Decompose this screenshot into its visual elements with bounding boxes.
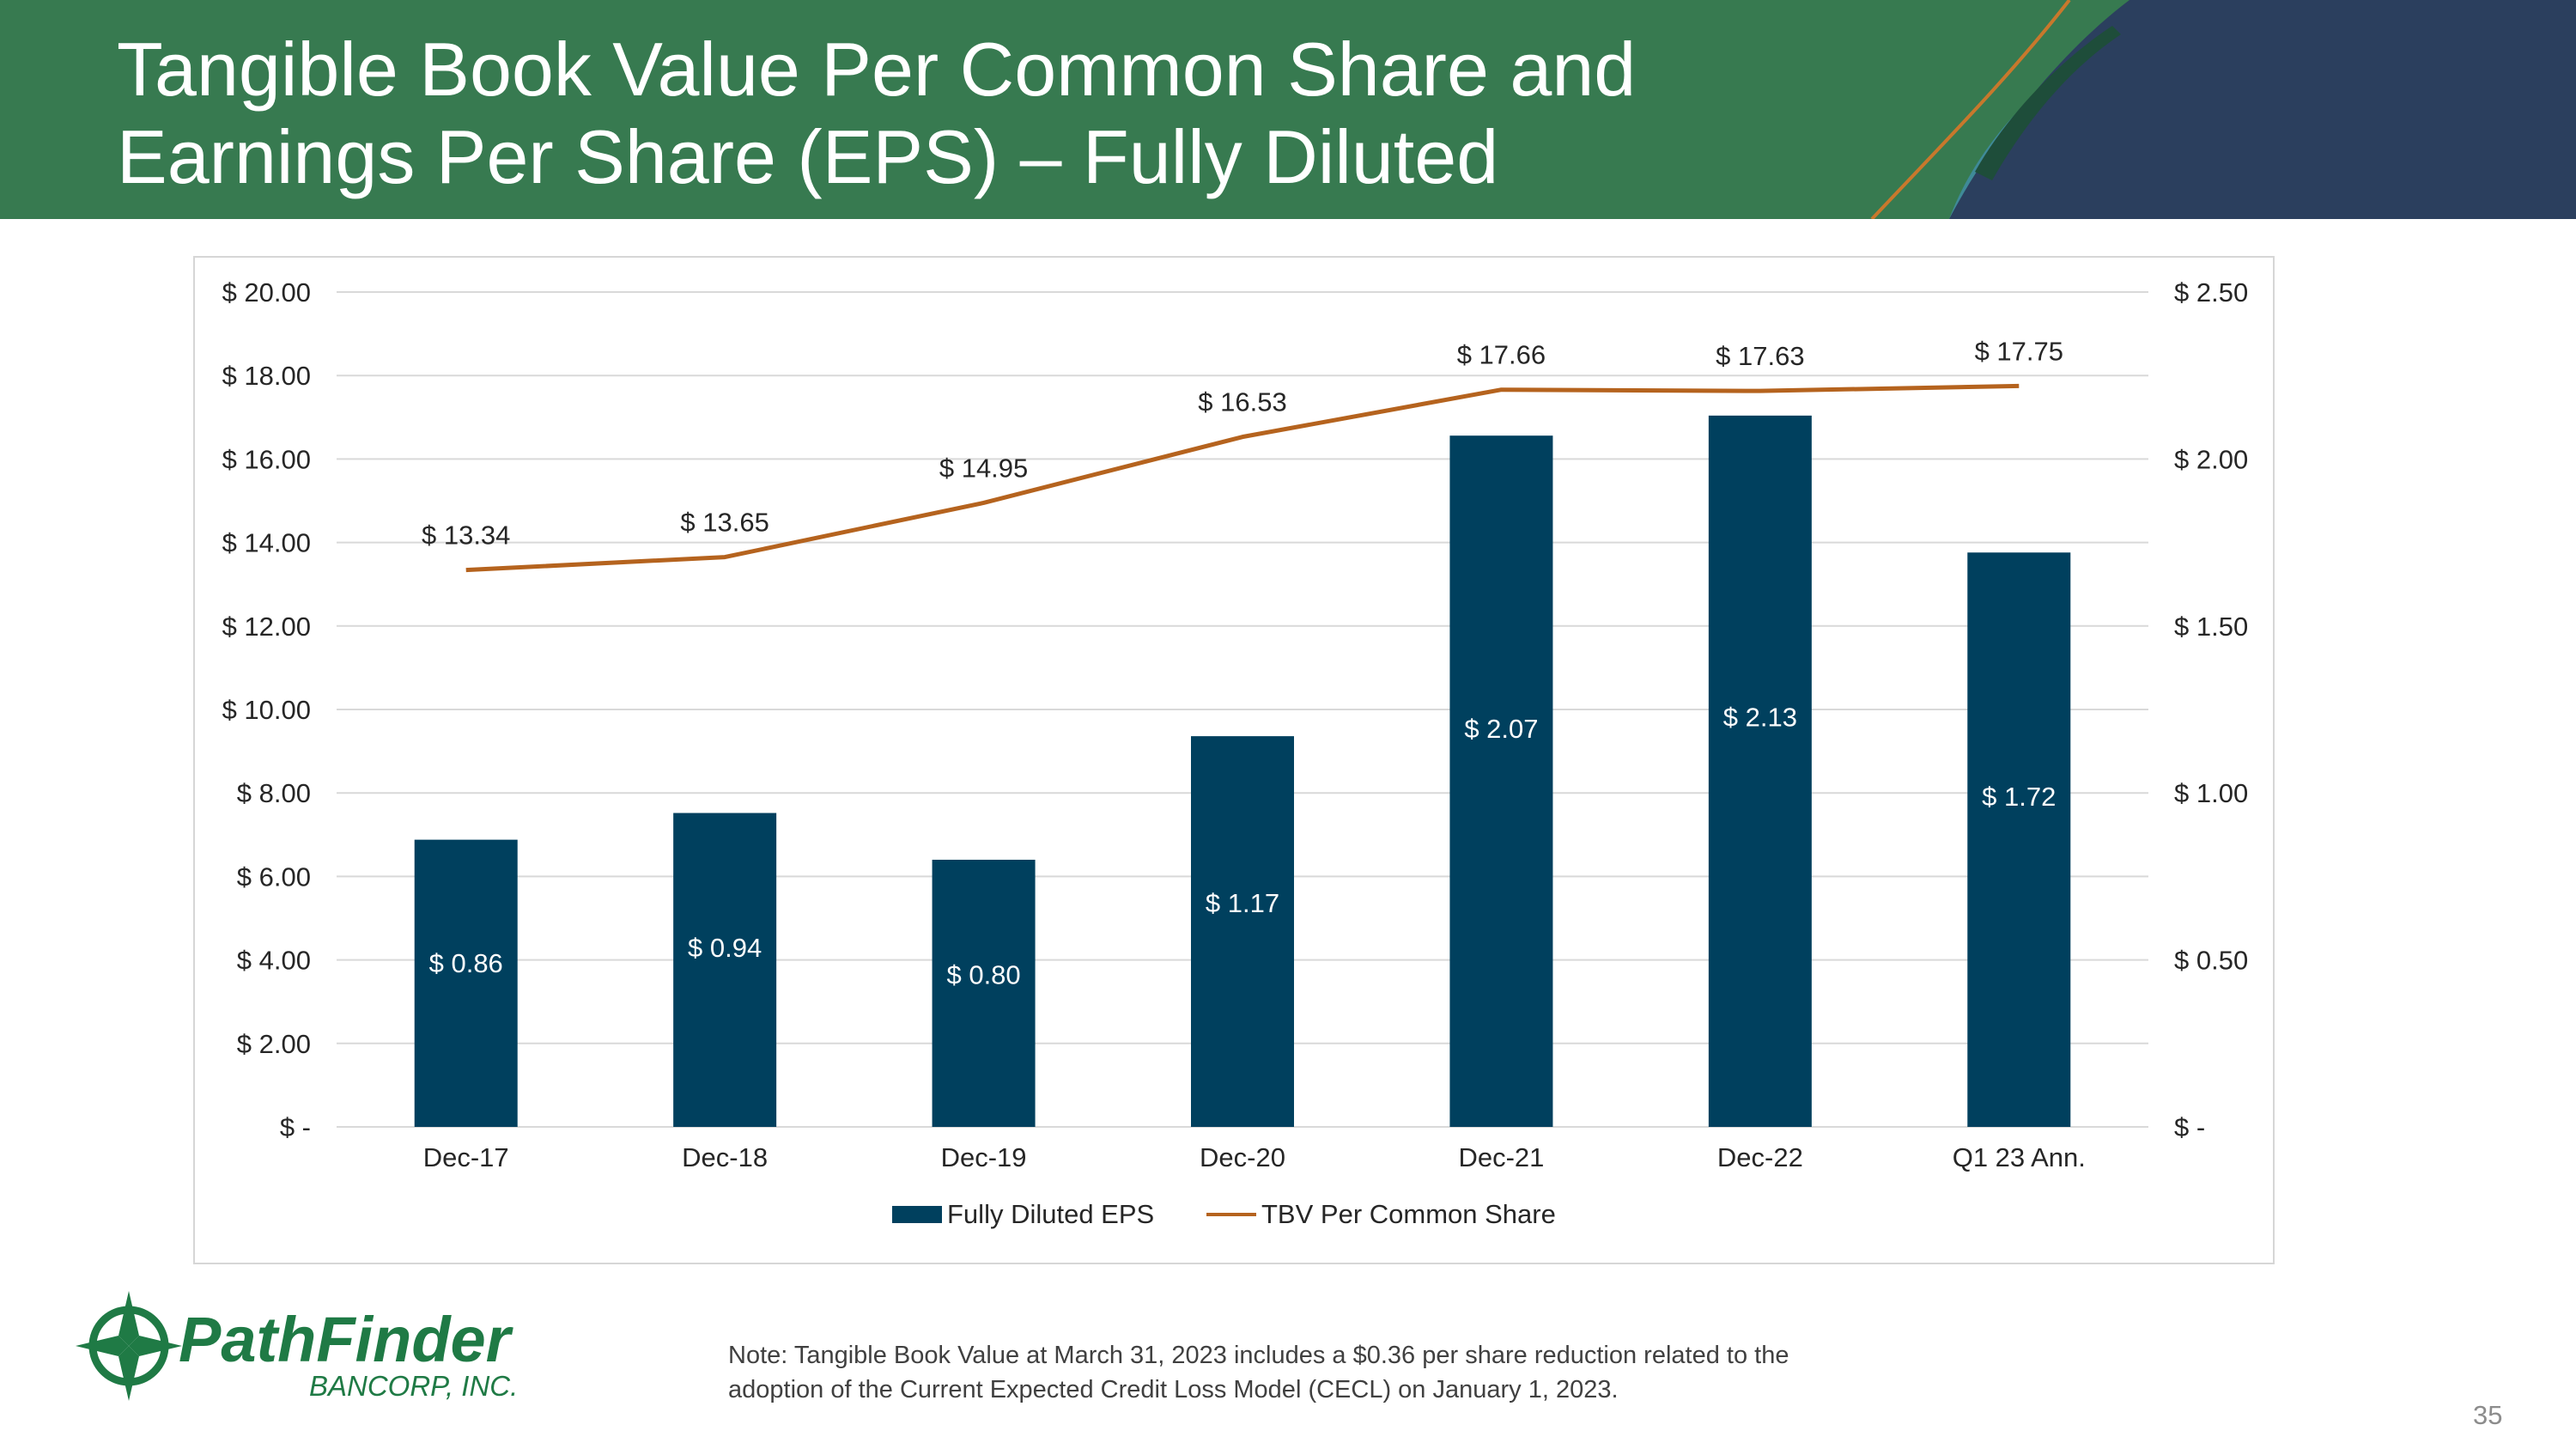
y-left-tick-label: $ 4.00 bbox=[237, 946, 311, 976]
eps-bar bbox=[673, 813, 777, 1127]
eps-bars bbox=[414, 415, 2071, 1127]
pathfinder-logo: PathFinder BANCORP, INC. bbox=[76, 1291, 518, 1402]
page-number: 35 bbox=[2473, 1400, 2503, 1430]
y-left-tick-label: $ 12.00 bbox=[222, 612, 311, 642]
x-tick-label: Dec-22 bbox=[1717, 1142, 1803, 1172]
footnote: Note: Tangible Book Value at March 31, 2… bbox=[728, 1338, 1947, 1407]
y-left-tick-label: $ - bbox=[280, 1112, 311, 1142]
y-left-tick-label: $ 2.00 bbox=[237, 1029, 311, 1059]
x-tick-label: Dec-19 bbox=[941, 1142, 1027, 1172]
footnote-line-2: adoption of the Current Expected Credit … bbox=[728, 1376, 1619, 1403]
eps-bar-label: $ 2.07 bbox=[1464, 714, 1538, 744]
tbv-point-label: $ 17.75 bbox=[1975, 336, 2063, 366]
y-right-tick-label: $ 1.00 bbox=[2174, 778, 2248, 808]
eps-bar bbox=[414, 839, 518, 1127]
legend-swatch-eps bbox=[892, 1206, 942, 1223]
y-right-tick-label: $ 2.50 bbox=[2174, 277, 2248, 307]
eps-bar bbox=[1191, 736, 1294, 1127]
x-tick-label: Dec-21 bbox=[1458, 1142, 1544, 1172]
combo-chart: $ 0.86 $ 0.94 $ 0.80 $ 1.17 $ 2.07 $ 2.13 $ 1.… bbox=[222, 277, 2249, 1229]
eps-bar-label: $ 0.80 bbox=[946, 960, 1020, 990]
header-band: Tangible Book Value Per Common Share and… bbox=[0, 0, 2576, 219]
eps-bar-label: $ 1.72 bbox=[1982, 782, 2056, 812]
x-tick-label: Dec-18 bbox=[682, 1142, 768, 1172]
tbv-point-label: $ 17.63 bbox=[1716, 341, 1804, 371]
logo-subtitle: BANCORP, INC. bbox=[309, 1370, 518, 1402]
eps-bar bbox=[1967, 552, 2071, 1127]
header-accent-orange-curve bbox=[1870, 0, 2071, 219]
eps-bar-label: $ 0.94 bbox=[688, 933, 762, 963]
logo-wordmark: PathFinder bbox=[179, 1304, 514, 1375]
y-left-tick-label: $ 18.00 bbox=[222, 361, 311, 391]
y-right-tick-label: $ 2.00 bbox=[2174, 444, 2248, 474]
compass-icon bbox=[76, 1291, 182, 1401]
y-left-tick-label: $ 14.00 bbox=[222, 528, 311, 558]
tbv-point-label: $ 13.65 bbox=[680, 508, 769, 538]
y-left-tick-label: $ 8.00 bbox=[237, 778, 311, 808]
footnote-line-1: Note: Tangible Book Value at March 31, 2… bbox=[728, 1342, 1789, 1369]
header-decoration bbox=[1870, 0, 2576, 219]
slide-title-line-2: Earnings Per Share (EPS) – Fully Diluted bbox=[117, 114, 1499, 199]
eps-bar bbox=[1708, 415, 1812, 1127]
eps-bar-label: $ 2.13 bbox=[1723, 703, 1797, 733]
header-navy-panel bbox=[1949, 0, 2576, 219]
y-right-tick-label: $ 0.50 bbox=[2174, 946, 2248, 976]
legend-label-tbv: TBV Per Common Share bbox=[1261, 1199, 1556, 1229]
data-labels: $ 0.86 $ 0.94 $ 0.80 $ 1.17 $ 2.07 $ 2.13 $ 1.… bbox=[422, 336, 2063, 989]
slide-title: Tangible Book Value Per Common Share and… bbox=[117, 26, 1834, 201]
y-left-tick-label: $ 6.00 bbox=[237, 861, 311, 892]
x-tick-label: Q1 23 Ann. bbox=[1953, 1142, 2086, 1172]
legend: Fully Diluted EPS TBV Per Common Share bbox=[892, 1199, 1556, 1229]
tbv-point-label: $ 16.53 bbox=[1198, 387, 1286, 417]
slide-title-line-1: Tangible Book Value Per Common Share and bbox=[117, 27, 1637, 112]
header-accent-dark-green bbox=[1975, 26, 2121, 180]
tbv-point-label: $ 14.95 bbox=[939, 453, 1028, 483]
eps-bar-label: $ 1.17 bbox=[1206, 888, 1279, 918]
y-right-tick-label: $ 1.50 bbox=[2174, 612, 2248, 642]
tbv-point-label: $ 17.66 bbox=[1457, 340, 1546, 370]
y-left-tick-label: $ 20.00 bbox=[222, 277, 311, 307]
y-right-tick-label: $ - bbox=[2174, 1112, 2205, 1142]
tbv-line-group bbox=[465, 383, 2020, 573]
chart-frame: $ 0.86 $ 0.94 $ 0.80 $ 1.17 $ 2.07 $ 2.13 $ 1.… bbox=[193, 256, 2275, 1264]
eps-bar-label: $ 0.86 bbox=[429, 948, 503, 978]
axes: $ - $ 2.00 $ 4.00 $ 6.00 $ 8.00 $ 10.00 $ 12.0… bbox=[222, 277, 2249, 1172]
y-left-tick-label: $ 16.00 bbox=[222, 444, 311, 474]
eps-bar bbox=[1449, 435, 1553, 1127]
legend-label-eps: Fully Diluted EPS bbox=[947, 1199, 1154, 1229]
tbv-line bbox=[465, 383, 2020, 573]
y-left-tick-label: $ 10.00 bbox=[222, 695, 311, 725]
x-tick-label: Dec-17 bbox=[423, 1142, 509, 1172]
tbv-point-label: $ 13.34 bbox=[422, 521, 510, 551]
x-tick-label: Dec-20 bbox=[1200, 1142, 1285, 1172]
eps-bar bbox=[932, 859, 1036, 1127]
